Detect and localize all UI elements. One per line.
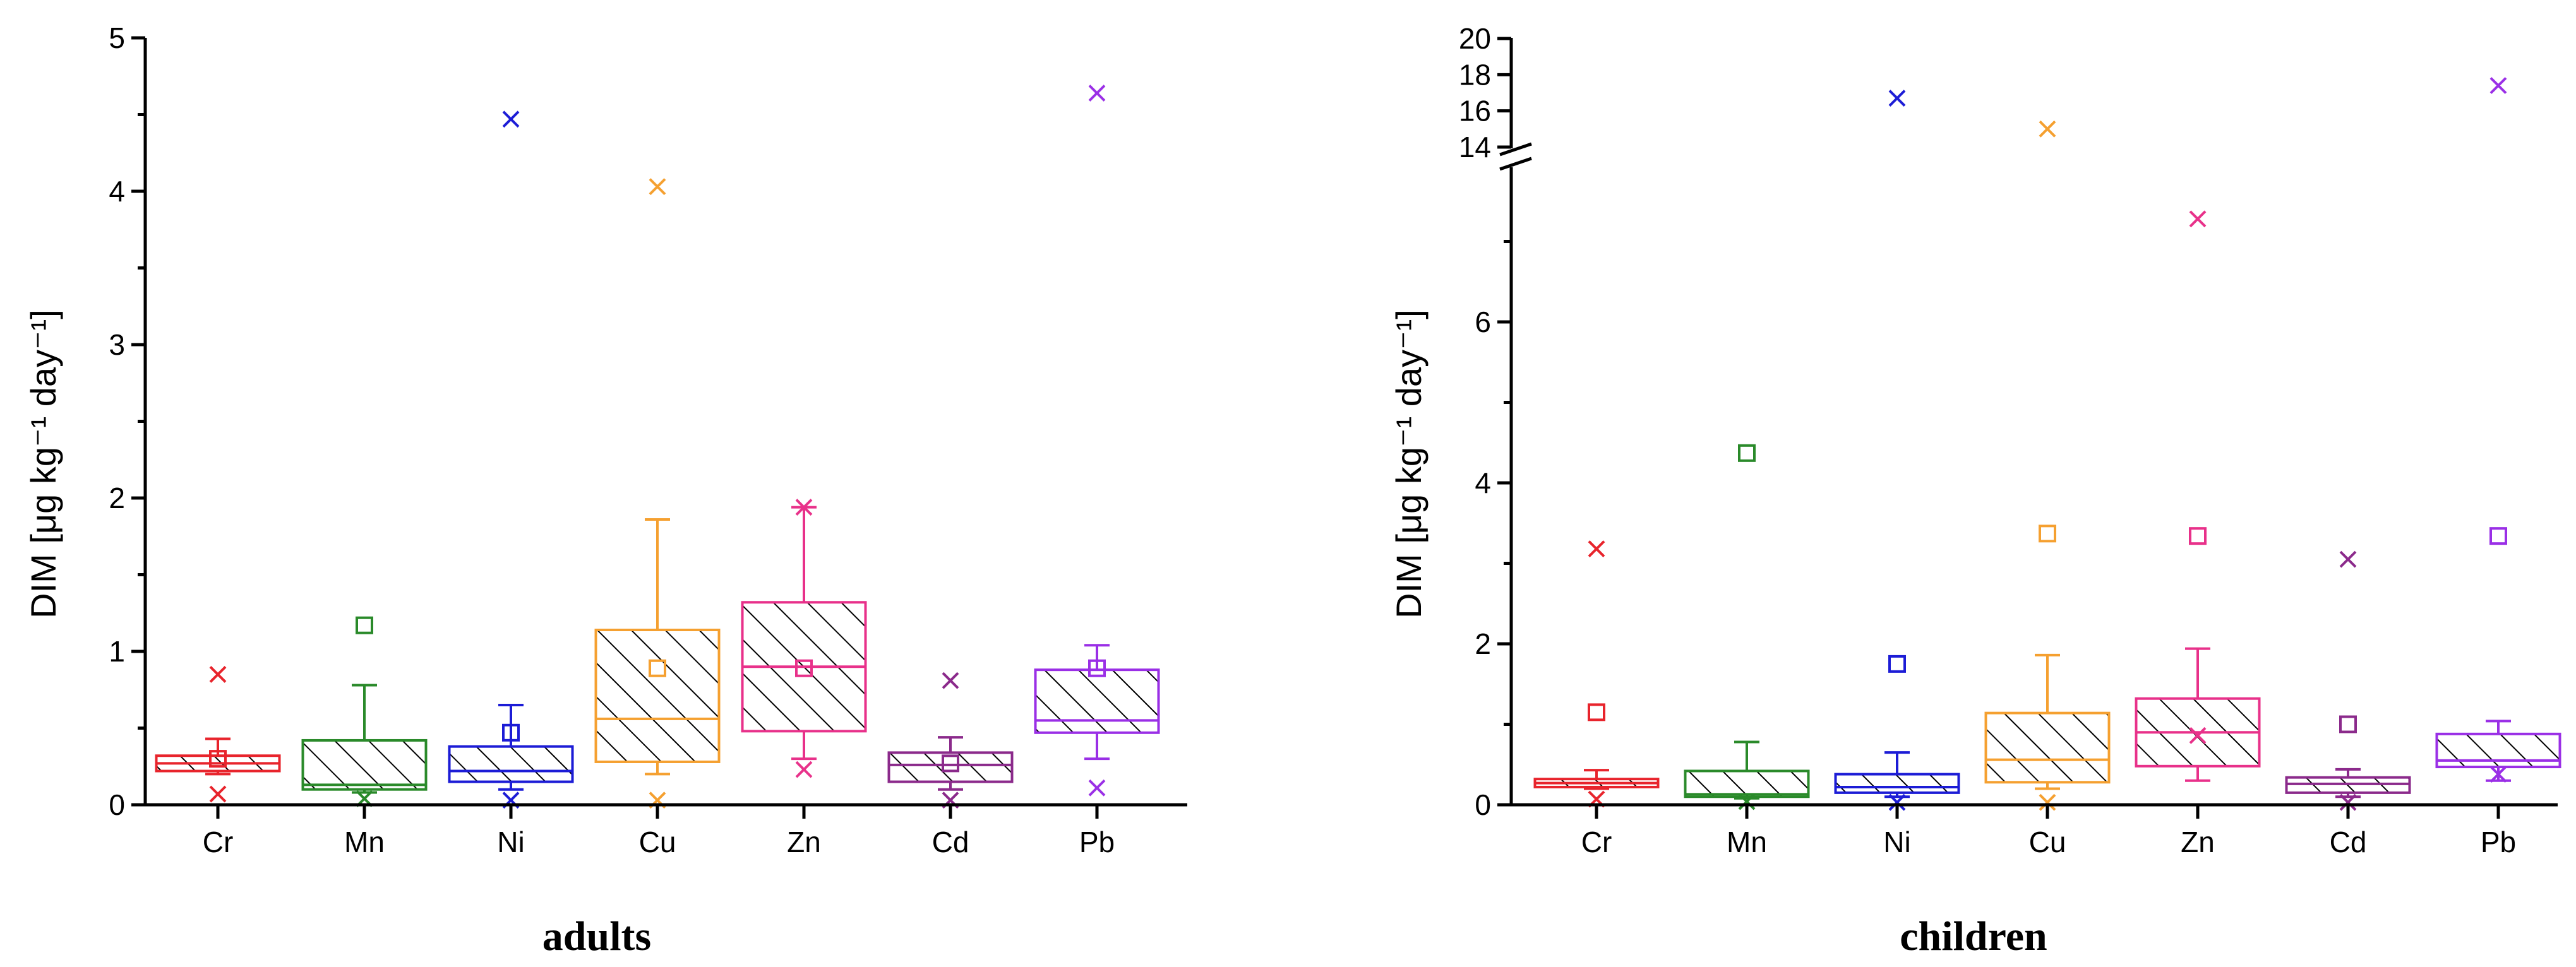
axis-break-mark (1499, 142, 1532, 171)
box-body (1834, 773, 1960, 794)
y-tick-label: 0 (109, 788, 125, 821)
children-y-axis-label: DIM [μg kg⁻¹ day⁻¹] (1389, 309, 1429, 619)
outlier-marker (2489, 766, 2507, 783)
outlier-marker (1738, 793, 1756, 810)
y-tick-label: 4 (109, 175, 125, 208)
box-cu (1984, 120, 2111, 811)
mean-marker (2189, 527, 2207, 545)
outlier-marker (1088, 85, 1106, 102)
box-cu (594, 178, 721, 809)
box-zn (741, 499, 867, 778)
x-tick-label: Cr (1581, 826, 1612, 858)
x-tick-label: Zn (787, 826, 821, 858)
x-tick-label: Cd (2330, 826, 2367, 858)
mean-marker (1888, 655, 1906, 673)
y-tick-label: 2 (109, 482, 125, 514)
y-tick-label: 20 (1459, 22, 1491, 55)
outlier-marker (2489, 77, 2507, 94)
x-tick-label: Ni (1883, 826, 1910, 858)
x-tick-label: Cu (2029, 826, 2066, 858)
mean-marker (795, 659, 813, 677)
y-tick-label: 6 (1475, 306, 1491, 338)
adults-caption: adults (542, 913, 651, 959)
outlier-marker (1888, 90, 1906, 107)
mean-marker (209, 750, 227, 768)
box-ni (1834, 90, 1960, 811)
outlier-marker (2339, 550, 2357, 568)
outlier-marker (2039, 120, 2056, 138)
adults-y-axis-label: DIM [μg kg⁻¹ day⁻¹] (23, 309, 63, 619)
box-body (448, 745, 574, 783)
box-ni (448, 110, 574, 809)
mean-marker (1738, 444, 1756, 462)
y-tick-label: 16 (1459, 95, 1491, 128)
outlier-marker (649, 178, 666, 196)
box-zn (2135, 210, 2261, 782)
box-body (594, 628, 721, 763)
x-tick-label: Zn (2181, 826, 2215, 858)
outlier-marker (942, 672, 959, 689)
mean-marker (942, 754, 959, 773)
children-caption: children (1900, 913, 2047, 959)
x-tick-label: Mn (344, 826, 385, 858)
box-body (887, 751, 1014, 783)
mean-marker (1588, 703, 1605, 721)
x-tick-label: Cd (932, 826, 969, 858)
y-tick-label: 14 (1459, 131, 1491, 163)
box-body (1684, 769, 1810, 798)
x-tick-label: Cu (639, 826, 676, 858)
y-tick-label: 1 (109, 635, 125, 668)
box-cd (2285, 550, 2411, 811)
mean-marker (356, 616, 373, 634)
y-tick-label: 4 (1475, 466, 1491, 499)
box-body (1034, 668, 1160, 734)
box-cr (155, 666, 281, 803)
outlier-marker (2039, 793, 2056, 811)
y-tick-label: 5 (109, 21, 125, 54)
mean-marker (1088, 659, 1106, 677)
adults-panel: 0 1 2 3 4 5 Cr Mn Ni Cu Zn Cd Pb DIM [μg kg⁻¹ day⁻¹]… (23, 21, 1187, 959)
y-tick-label: 0 (1475, 788, 1491, 821)
mean-marker (649, 659, 666, 677)
x-tick-label: Mn (1727, 826, 1767, 858)
x-tick-label: Pb (2481, 826, 2516, 858)
y-tick-label: 3 (109, 328, 125, 361)
box-body (301, 739, 428, 791)
outlier-marker (2339, 793, 2357, 811)
box-cr (1533, 540, 1660, 808)
box-mn (1684, 444, 1810, 810)
outlier-marker (209, 666, 227, 683)
outlier-marker (795, 499, 813, 516)
mean-marker (502, 723, 520, 742)
outlier-marker (1588, 540, 1605, 557)
mean-marker (2039, 525, 2056, 543)
outlier-marker (1888, 793, 1906, 811)
outlier-marker (1088, 779, 1106, 797)
box-body (1984, 711, 2111, 784)
mean-marker (2339, 715, 2357, 733)
box-mn (301, 616, 428, 807)
x-tick-label: Pb (1079, 826, 1115, 858)
y-tick-label: 18 (1459, 58, 1491, 91)
y-tick-label: 2 (1475, 627, 1491, 660)
outlier-marker (2189, 727, 2207, 744)
mean-marker (2489, 527, 2507, 545)
outlier-marker (795, 761, 813, 778)
box-pb (1034, 85, 1160, 797)
box-pb (2435, 77, 2561, 783)
box-body (2435, 732, 2561, 769)
x-tick-label: Cr (203, 826, 234, 858)
outlier-marker (209, 785, 227, 803)
x-tick-label: Ni (497, 826, 524, 858)
adults-plot: 0 1 2 3 4 5 Cr Mn Ni Cu Zn Cd Pb (109, 21, 1160, 858)
box-cd (887, 672, 1014, 809)
outlier-marker (502, 110, 520, 128)
outlier-marker (2189, 210, 2207, 228)
